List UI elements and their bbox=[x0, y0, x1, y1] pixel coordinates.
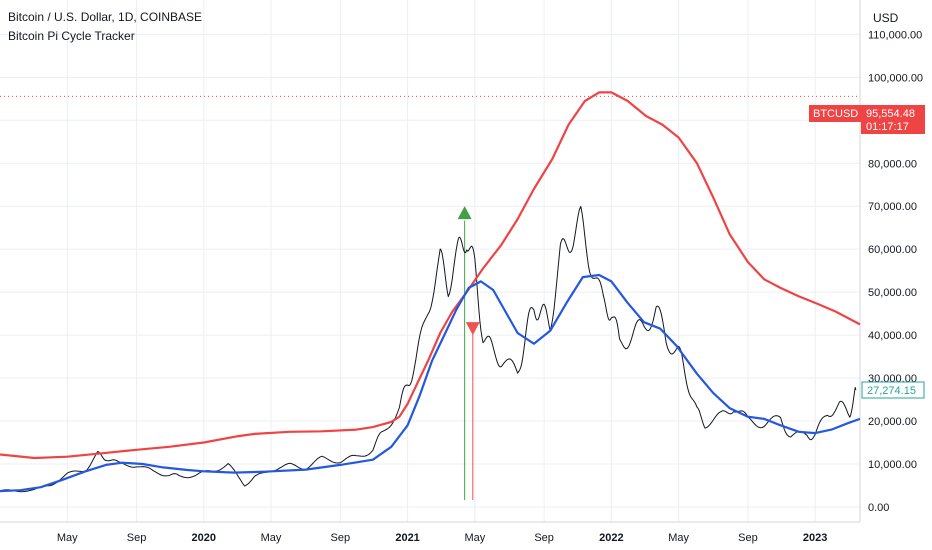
y-tick-label: 40,000.00 bbox=[868, 330, 917, 342]
price-line bbox=[0, 205, 857, 493]
x-tick-label: Sep bbox=[331, 532, 351, 544]
x-tick-label: May bbox=[464, 532, 485, 544]
indicator-title[interactable]: Bitcoin Pi Cycle Tracker bbox=[8, 29, 135, 43]
series-group bbox=[0, 91, 861, 493]
signal-lines bbox=[464, 220, 474, 500]
x-tick-label: May bbox=[668, 532, 689, 544]
symbol-price-tag: BTCUSD 95,554.48 01:17:17 bbox=[809, 105, 925, 134]
y-tick-label: 50,000.00 bbox=[868, 287, 917, 299]
x-tick-label: May bbox=[261, 532, 282, 544]
signal-markers bbox=[457, 206, 480, 336]
x-tick-label: May bbox=[57, 532, 78, 544]
chart-title: Bitcoin / U.S. Dollar, 1D, COINBASE bbox=[8, 10, 203, 24]
signal-down-marker[interactable] bbox=[465, 322, 480, 336]
x-tick-label: 2022 bbox=[599, 532, 623, 544]
countdown-label: 01:17:17 bbox=[866, 121, 909, 133]
current-price-tag: 27,274.15 bbox=[861, 381, 925, 399]
y-tick-label: 10,000.00 bbox=[868, 459, 917, 471]
y-tick-label: 70,000.00 bbox=[868, 201, 917, 213]
long-ma-line bbox=[0, 91, 861, 460]
x-tick-label: Sep bbox=[534, 532, 554, 544]
x-tick-label: 2023 bbox=[803, 532, 827, 544]
y-tick-label: 110,000.00 bbox=[868, 29, 922, 41]
x-tick-label: Sep bbox=[738, 532, 758, 544]
y-tick-label: 80,000.00 bbox=[868, 158, 917, 170]
price-axis[interactable]: 0.0010,000.0020,000.0030,000.0040,000.00… bbox=[868, 29, 923, 514]
currency-selector[interactable]: USD bbox=[873, 11, 899, 25]
symbol-tag-label: BTCUSD bbox=[813, 108, 858, 120]
x-tick-label: Sep bbox=[127, 532, 147, 544]
last-price-label: 95,554.48 bbox=[866, 108, 915, 120]
y-tick-label: 0.00 bbox=[868, 502, 889, 514]
grid bbox=[0, 0, 860, 522]
time-axis[interactable]: May Sep 2020 May Sep 2021 May Sep 2022 May Sep 2023 bbox=[57, 532, 828, 544]
y-tick-label: 20,000.00 bbox=[868, 416, 917, 428]
signal-up-marker[interactable] bbox=[457, 206, 472, 220]
x-tick-label: 2020 bbox=[192, 532, 216, 544]
short-ma-line bbox=[0, 273, 861, 493]
x-tick-label: 2021 bbox=[395, 532, 419, 544]
y-tick-label: 60,000.00 bbox=[868, 244, 917, 256]
current-price-label: 27,274.15 bbox=[867, 385, 916, 397]
y-tick-label: 100,000.00 bbox=[868, 72, 923, 84]
